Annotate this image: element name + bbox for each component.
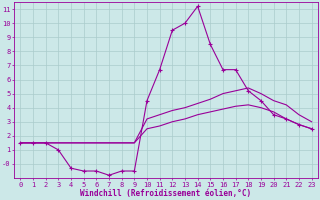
X-axis label: Windchill (Refroidissement éolien,°C): Windchill (Refroidissement éolien,°C) (80, 189, 252, 198)
